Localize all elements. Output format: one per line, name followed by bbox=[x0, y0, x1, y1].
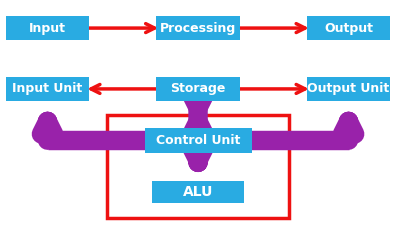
Text: Processing: Processing bbox=[160, 22, 236, 35]
FancyBboxPatch shape bbox=[6, 77, 89, 101]
Text: ALU: ALU bbox=[183, 185, 213, 199]
FancyBboxPatch shape bbox=[307, 77, 390, 101]
Text: Output: Output bbox=[324, 22, 373, 35]
FancyBboxPatch shape bbox=[6, 16, 89, 40]
FancyBboxPatch shape bbox=[152, 181, 244, 203]
Text: Storage: Storage bbox=[170, 82, 226, 95]
FancyBboxPatch shape bbox=[156, 16, 240, 40]
Text: Input: Input bbox=[29, 22, 66, 35]
FancyBboxPatch shape bbox=[156, 77, 240, 101]
FancyBboxPatch shape bbox=[144, 128, 252, 153]
Text: Input Unit: Input Unit bbox=[12, 82, 83, 95]
Bar bbox=[107, 115, 289, 218]
FancyBboxPatch shape bbox=[307, 16, 390, 40]
Text: Output Unit: Output Unit bbox=[308, 82, 390, 95]
Text: Control Unit: Control Unit bbox=[156, 134, 240, 147]
